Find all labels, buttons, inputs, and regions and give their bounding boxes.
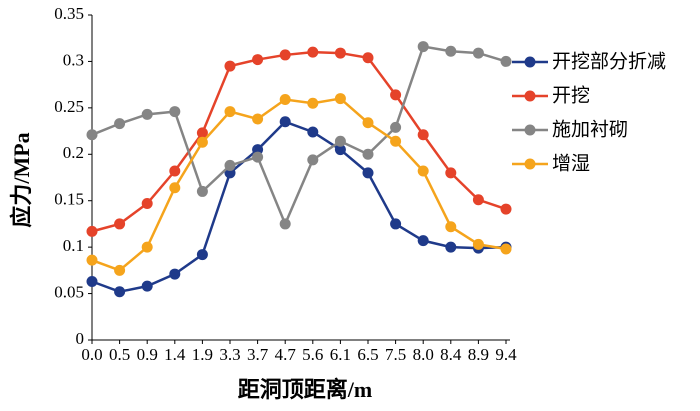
data-point (445, 45, 457, 57)
y-tick-label: 0.15 (54, 190, 84, 209)
data-point (390, 135, 402, 147)
data-point (334, 93, 346, 105)
data-point (362, 167, 374, 179)
data-point (445, 241, 457, 253)
data-point (417, 41, 429, 53)
data-point (141, 198, 153, 209)
legend-label: 增湿 (552, 153, 590, 175)
data-point (334, 47, 346, 59)
x-tick-label: 3.3 (219, 345, 240, 364)
data-point (472, 194, 484, 206)
x-tick-label: 6.5 (357, 345, 378, 364)
data-point (472, 47, 484, 59)
data-point (445, 221, 457, 233)
data-point (390, 218, 402, 230)
x-tick-label: 1.9 (192, 345, 213, 364)
data-point (279, 218, 291, 230)
y-tick-label: 0.25 (54, 97, 84, 116)
data-point (417, 235, 429, 247)
series-line (91, 97, 507, 272)
x-tick-label: 0.5 (109, 345, 130, 364)
series-line (91, 120, 507, 294)
data-point (196, 136, 208, 148)
data-point (252, 113, 264, 125)
data-point (417, 129, 429, 141)
data-point (362, 148, 374, 160)
data-point (417, 165, 429, 177)
x-tick-label: 8.0 (413, 345, 434, 364)
legend-label: 施加衬砌 (552, 119, 628, 141)
data-point (252, 151, 264, 163)
legend-marker (524, 158, 536, 170)
data-point (390, 89, 402, 101)
data-point (86, 254, 98, 266)
data-point (169, 268, 181, 280)
data-point (86, 225, 98, 237)
data-point (86, 276, 98, 287)
x-tick-label: 5.6 (302, 345, 323, 364)
data-point (500, 55, 512, 67)
x-tick-label: 1.4 (164, 345, 186, 364)
data-point (362, 52, 374, 64)
y-tick-label: 0.3 (63, 50, 84, 69)
legend-marker (524, 56, 536, 68)
data-point (114, 264, 126, 276)
x-tick-label: 0.0 (81, 345, 102, 364)
data-point (141, 108, 153, 120)
data-point (334, 135, 346, 147)
data-point (334, 144, 346, 156)
x-tick-label: 9.4 (495, 345, 517, 364)
data-point (307, 46, 319, 58)
data-point (141, 280, 153, 292)
data-point (224, 106, 236, 118)
x-tick-label: 8.9 (468, 345, 489, 364)
data-point (307, 97, 319, 109)
series-line (91, 45, 507, 228)
data-point (362, 117, 374, 129)
data-point (390, 121, 402, 133)
y-tick-label: 0.35 (54, 4, 84, 23)
data-point (279, 116, 291, 128)
y-tick-label: 0.1 (63, 236, 84, 255)
data-point (114, 286, 126, 298)
y-tick-label: 0.05 (54, 282, 84, 301)
legend-label: 开挖 (552, 85, 590, 107)
x-tick-label: 6.1 (330, 345, 351, 364)
data-point (279, 94, 291, 105)
legend-marker (524, 124, 536, 136)
x-tick-label: 4.7 (275, 345, 297, 364)
x-tick-label: 8.4 (440, 345, 462, 364)
data-point (169, 165, 181, 177)
data-point (196, 249, 208, 261)
y-tick-label: 0.2 (63, 143, 84, 162)
x-tick-label: 7.5 (385, 345, 406, 364)
data-point (500, 243, 512, 255)
x-axis-label: 距洞顶距离/m (238, 377, 372, 402)
data-point (224, 60, 236, 72)
x-tick-label: 3.7 (247, 345, 269, 364)
data-point (196, 127, 208, 139)
legend-marker (524, 90, 536, 102)
series-line (91, 50, 507, 233)
y-tick-label: 0 (76, 329, 85, 348)
data-point (307, 154, 319, 166)
data-point (114, 218, 126, 230)
data-point (86, 129, 98, 141)
data-point (114, 118, 126, 130)
x-tick-label: 0.9 (137, 345, 158, 364)
data-point (279, 49, 291, 61)
data-point (445, 167, 457, 179)
data-point (169, 106, 181, 118)
data-point (252, 54, 264, 66)
data-point (307, 126, 319, 138)
y-axis-label: 应力/MPa (9, 132, 34, 227)
data-point (224, 159, 236, 171)
data-point (141, 241, 153, 253)
data-point (500, 203, 512, 215)
data-point (196, 185, 208, 197)
data-point (169, 182, 181, 194)
legend-label: 开挖部分折减 (552, 51, 666, 73)
data-point (472, 238, 484, 250)
